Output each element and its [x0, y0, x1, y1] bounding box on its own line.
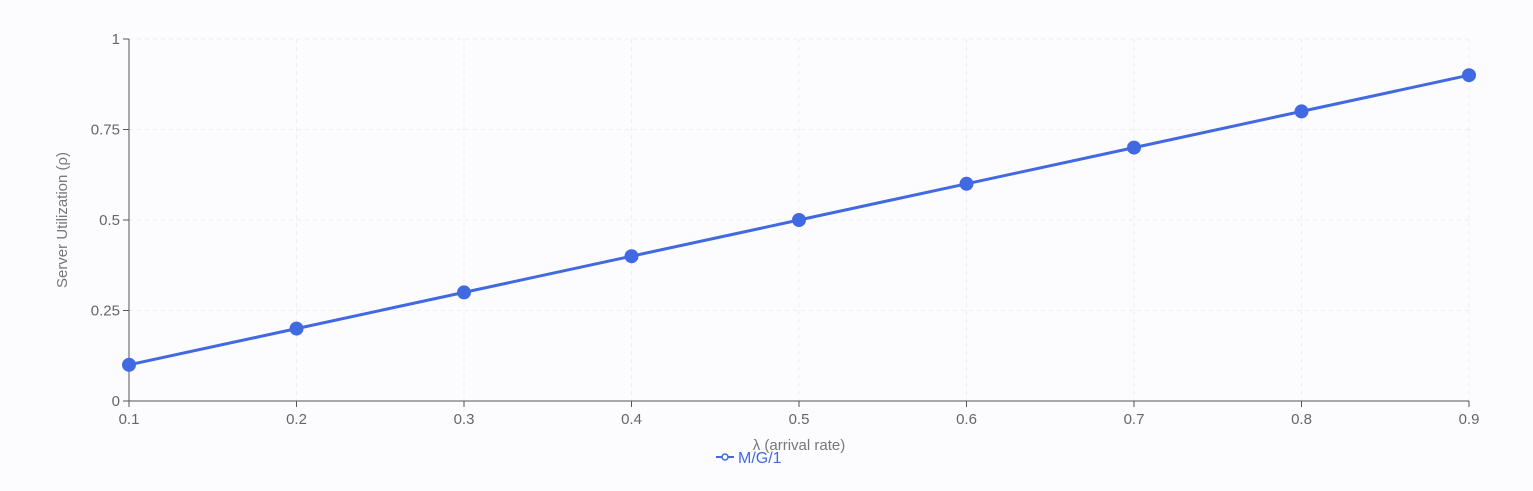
y-tick-label: 0.75	[91, 122, 120, 139]
y-tick-label: 0	[112, 393, 120, 410]
data-point[interactable]	[289, 321, 304, 336]
data-point[interactable]	[959, 176, 974, 191]
x-tick-label: 0.6	[956, 411, 977, 428]
data-point[interactable]	[122, 357, 136, 372]
x-tick-label: 0.5	[789, 411, 810, 428]
x-tick-label: 0.9	[1459, 411, 1480, 428]
data-point[interactable]	[624, 249, 639, 264]
legend-marker-icon	[721, 453, 729, 461]
x-tick-label: 0.4	[621, 411, 642, 428]
y-axis-ticks: 0 0.25 0.5 0.75 1	[91, 31, 129, 410]
data-point[interactable]	[1127, 140, 1141, 155]
series-layer	[122, 68, 1476, 372]
x-axis-title: λ (arrival rate)	[753, 437, 846, 454]
y-axis-title: Server Utilization (ρ)	[54, 152, 71, 288]
data-point[interactable]	[1294, 104, 1309, 119]
x-tick-label: 0.8	[1291, 411, 1312, 428]
x-tick-label: 0.2	[286, 411, 307, 428]
data-point[interactable]	[792, 213, 806, 227]
x-axis-ticks: 0.1 0.2 0.3 0.4 0.5 0.6 0.7 0.8 0.9	[119, 401, 1480, 428]
legend-label: M/G/1	[738, 450, 782, 467]
x-tick-label: 0.3	[454, 411, 475, 428]
data-point[interactable]	[457, 285, 471, 300]
data-point[interactable]	[1462, 68, 1476, 83]
x-tick-label: 0.7	[1124, 411, 1145, 428]
y-tick-label: 0.25	[91, 303, 120, 320]
y-tick-label: 0.5	[99, 212, 120, 229]
legend[interactable]: M/G/1	[716, 450, 782, 467]
x-tick-label: 0.1	[119, 411, 140, 428]
y-tick-label: 1	[112, 31, 120, 48]
